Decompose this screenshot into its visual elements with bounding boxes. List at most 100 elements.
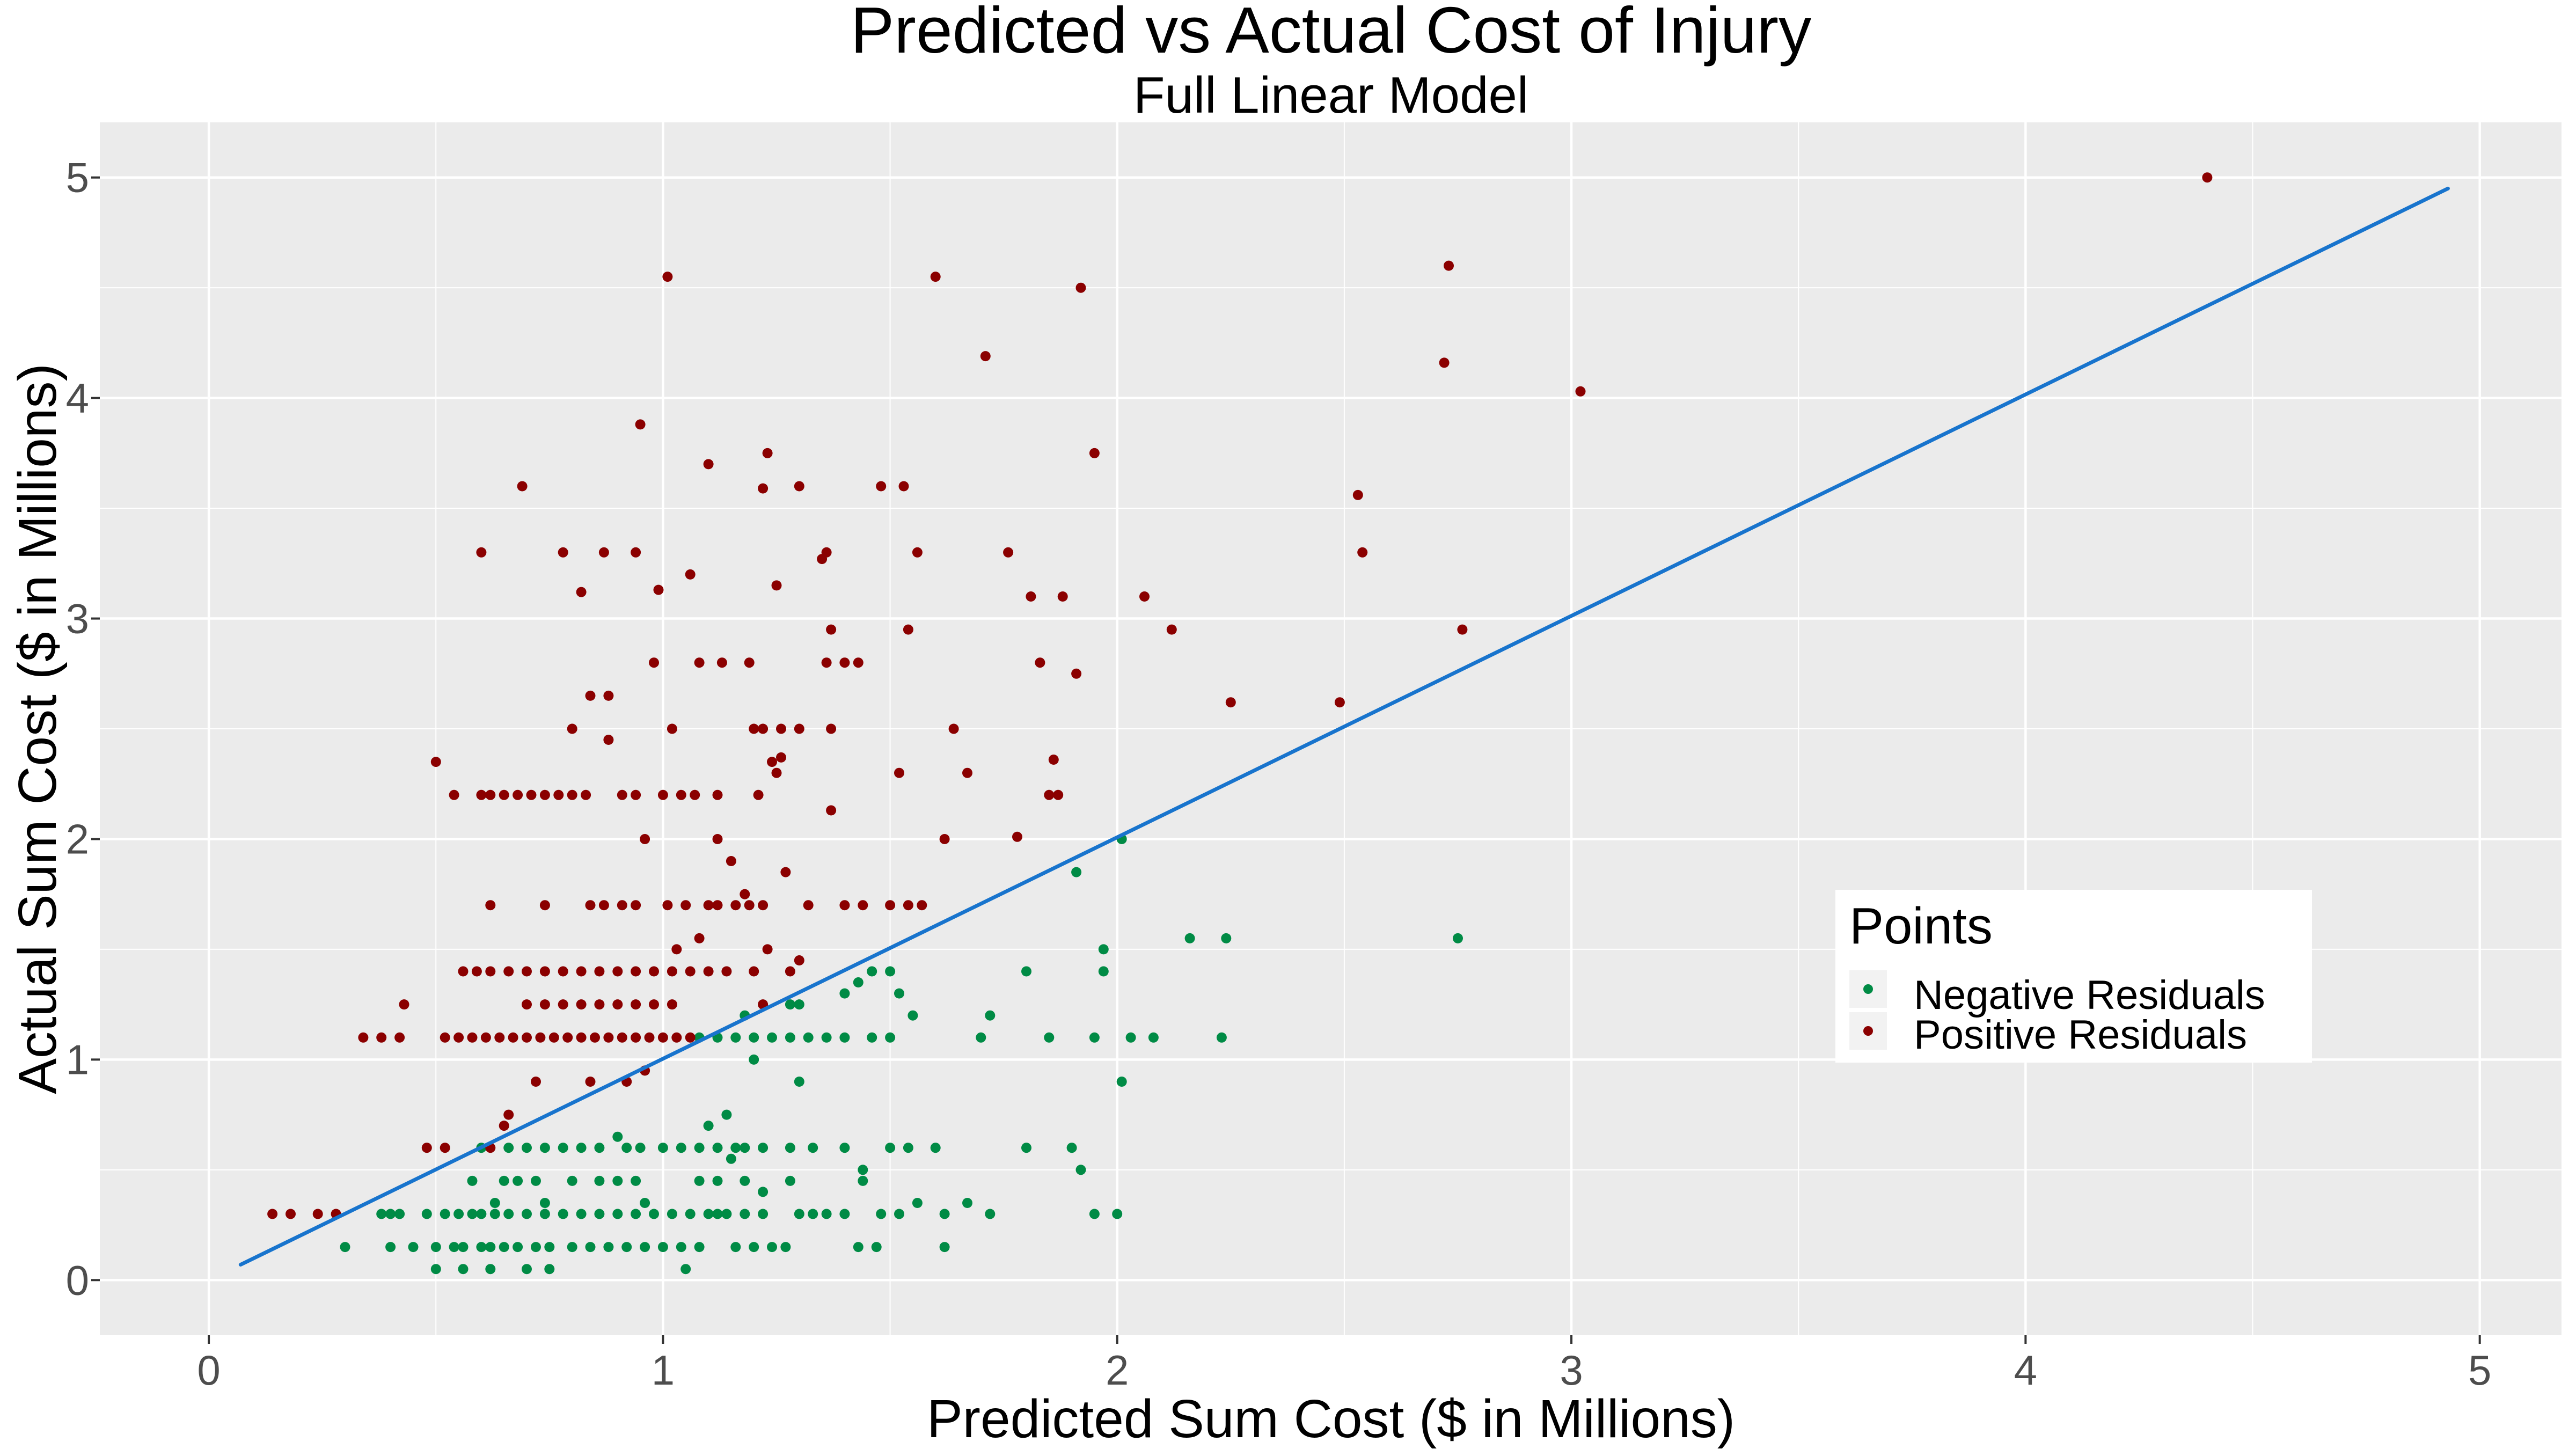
positive-residual-point bbox=[585, 1077, 596, 1087]
positive-residual-point bbox=[562, 1032, 573, 1043]
positive-residual-point bbox=[690, 789, 700, 800]
negative-residual-point bbox=[430, 1264, 441, 1275]
negative-residual-point bbox=[539, 1143, 550, 1153]
negative-residual-point bbox=[1089, 1032, 1100, 1043]
negative-residual-point bbox=[612, 1209, 623, 1219]
positive-residual-point bbox=[576, 587, 587, 597]
positive-residual-point bbox=[794, 955, 804, 965]
negative-residual-point bbox=[794, 1077, 804, 1087]
x-tick-label: 0 bbox=[197, 1346, 220, 1394]
negative-residual-point bbox=[635, 1143, 646, 1153]
negative-residual-point bbox=[594, 1143, 605, 1153]
fit-line bbox=[238, 186, 2450, 1267]
positive-residual-point bbox=[657, 789, 668, 800]
negative-residual-point bbox=[458, 1242, 469, 1253]
negative-residual-point bbox=[489, 1209, 500, 1219]
positive-residual-point bbox=[1057, 591, 1068, 602]
negative-residual-point bbox=[740, 1209, 750, 1219]
negative-residual-point bbox=[803, 1032, 814, 1043]
positive-residual-point bbox=[631, 900, 641, 911]
negative-residual-point bbox=[394, 1209, 405, 1219]
positive-residual-point bbox=[694, 657, 705, 668]
chart-subtitle: Full Linear Model bbox=[1133, 67, 1528, 124]
x-tick-label: 2 bbox=[1106, 1346, 1129, 1394]
negative-residual-point bbox=[458, 1264, 469, 1275]
negative-residual-point bbox=[721, 1209, 732, 1219]
negative-residual-point bbox=[649, 1209, 659, 1219]
positive-residual-point bbox=[780, 867, 791, 877]
positive-residual-point bbox=[726, 856, 736, 866]
positive-residual-point bbox=[576, 999, 587, 1010]
negative-residual-point bbox=[694, 1143, 705, 1153]
negative-residual-point bbox=[567, 1242, 577, 1253]
positive-residual-point bbox=[548, 1032, 559, 1043]
negative-residual-point bbox=[821, 1032, 832, 1043]
negative-residual-point bbox=[939, 1242, 950, 1253]
negative-residual-point bbox=[621, 1242, 632, 1253]
negative-residual-point bbox=[785, 1143, 795, 1153]
positive-residual-point bbox=[421, 1143, 432, 1153]
positive-residual-point bbox=[522, 999, 532, 1010]
negative-residual-point bbox=[640, 1198, 650, 1208]
positive-residual-point bbox=[553, 789, 564, 800]
negative-residual-point bbox=[430, 1242, 441, 1253]
positive-residual-point bbox=[535, 1032, 546, 1043]
x-tick-label: 1 bbox=[652, 1346, 675, 1394]
negative-residual-point bbox=[721, 1109, 732, 1120]
positive-residual-point bbox=[399, 999, 409, 1010]
positive-residual-point bbox=[671, 944, 682, 955]
positive-residual-point bbox=[930, 272, 941, 282]
negative-residual-point bbox=[694, 1175, 705, 1186]
negative-residual-point bbox=[522, 1209, 532, 1219]
negative-residual-point bbox=[749, 1054, 759, 1065]
negative-residual-point bbox=[785, 1175, 795, 1186]
x-tick-label: 3 bbox=[1560, 1346, 1583, 1394]
positive-residual-point bbox=[539, 900, 550, 911]
negative-residual-point bbox=[539, 1198, 550, 1208]
negative-residual-point bbox=[780, 1242, 791, 1253]
positive-residual-point bbox=[539, 789, 550, 800]
negative-residual-point bbox=[1453, 933, 1463, 943]
positive-residual-point bbox=[476, 789, 487, 800]
positive-residual-point bbox=[644, 1032, 655, 1043]
positive-residual-point bbox=[826, 805, 837, 816]
positive-residual-point bbox=[744, 657, 755, 668]
positive-residual-point bbox=[758, 483, 769, 494]
positive-residual-point bbox=[503, 1109, 514, 1120]
positive-residual-point bbox=[1012, 831, 1022, 842]
positive-residual-point bbox=[449, 789, 459, 800]
positive-residual-point bbox=[1457, 624, 1468, 635]
positive-residual-point bbox=[721, 966, 732, 977]
positive-residuals-series bbox=[267, 172, 2213, 1219]
positive-residual-point bbox=[480, 1032, 491, 1043]
positive-residual-point bbox=[376, 1032, 387, 1043]
negative-residual-point bbox=[499, 1242, 509, 1253]
positive-residual-point bbox=[885, 900, 896, 911]
positive-residual-point bbox=[898, 481, 909, 492]
positive-residual-point bbox=[785, 966, 795, 977]
negative-residual-point bbox=[1071, 867, 1082, 877]
negative-residual-point bbox=[767, 1032, 777, 1043]
negative-residual-point bbox=[794, 1209, 804, 1219]
x-tick-label: 5 bbox=[2468, 1346, 2491, 1394]
positive-residual-point bbox=[1053, 789, 1064, 800]
negative-residual-point bbox=[939, 1209, 950, 1219]
positive-residual-point bbox=[267, 1209, 278, 1219]
y-tick-label: 3 bbox=[66, 595, 89, 642]
positive-residual-point bbox=[286, 1209, 296, 1219]
positive-residual-point bbox=[858, 900, 868, 911]
positive-residual-point bbox=[585, 690, 596, 701]
negative-residual-point bbox=[544, 1264, 555, 1275]
positive-residual-point bbox=[794, 481, 804, 492]
negative-residual-point bbox=[539, 1209, 550, 1219]
negative-residual-point bbox=[740, 1143, 750, 1153]
negative-residual-point bbox=[912, 1198, 923, 1208]
positive-residual-point bbox=[794, 723, 804, 734]
positive-residual-point bbox=[653, 584, 664, 595]
positive-residual-point bbox=[712, 900, 723, 911]
positive-residual-point bbox=[585, 900, 596, 911]
positive-residual-point bbox=[703, 459, 714, 470]
positive-residual-point bbox=[617, 1032, 627, 1043]
negative-residual-point bbox=[858, 1165, 868, 1175]
